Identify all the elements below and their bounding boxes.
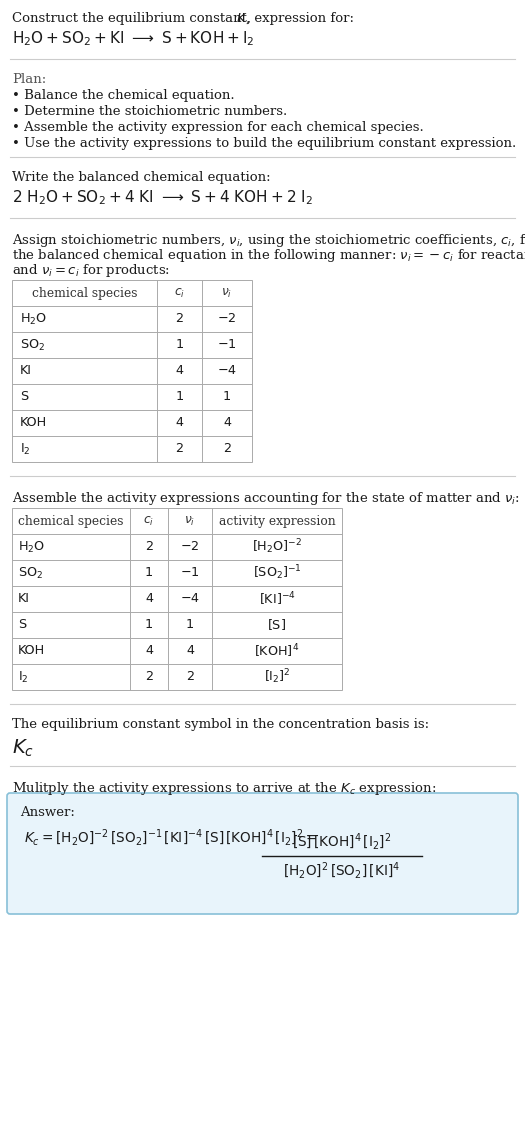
Text: 2: 2 [145,540,153,554]
Text: The equilibrium constant symbol in the concentration basis is:: The equilibrium constant symbol in the c… [12,718,429,731]
Text: 1: 1 [223,391,231,403]
Text: the balanced chemical equation in the following manner: $\nu_i = -c_i$ for react: the balanced chemical equation in the fo… [12,247,525,264]
Text: Construct the equilibrium constant,: Construct the equilibrium constant, [12,12,255,25]
Text: KI: KI [20,365,32,377]
Text: • Assemble the activity expression for each chemical species.: • Assemble the activity expression for e… [12,121,424,134]
Text: $\mathrm{SO_2}$: $\mathrm{SO_2}$ [20,337,45,352]
Text: $K_c = [\mathrm{H_2O}]^{-2}\,[\mathrm{SO_2}]^{-1}\,[\mathrm{KI}]^{-4}\,[\mathrm{: $K_c = [\mathrm{H_2O}]^{-2}\,[\mathrm{SO… [24,827,318,848]
FancyBboxPatch shape [7,794,518,914]
Text: 4: 4 [145,644,153,658]
Text: $[\mathrm{H_2O}]^{-2}$: $[\mathrm{H_2O}]^{-2}$ [252,538,302,556]
Text: 1: 1 [145,566,153,580]
Text: , expression for:: , expression for: [246,12,354,25]
Text: $-4$: $-4$ [180,592,200,606]
Text: $c_i$: $c_i$ [174,286,185,300]
Text: KOH: KOH [20,417,47,429]
Text: $\nu_i$: $\nu_i$ [222,286,233,300]
Text: 2: 2 [145,670,153,684]
Text: $[\mathrm{I_2}]^2$: $[\mathrm{I_2}]^2$ [264,668,290,686]
Text: $\mathrm{SO_2}$: $\mathrm{SO_2}$ [18,566,43,581]
Bar [12,508,342,691]
Text: 2: 2 [186,670,194,684]
Text: $-2$: $-2$ [180,540,200,554]
Text: $-4$: $-4$ [217,365,237,377]
Text: 1: 1 [186,618,194,632]
Text: 4: 4 [145,592,153,606]
Text: • Balance the chemical equation.: • Balance the chemical equation. [12,89,235,102]
Text: S: S [20,391,28,403]
Text: $[\mathrm{S}]\,[\mathrm{KOH}]^4\,[\mathrm{I_2}]^2$: $[\mathrm{S}]\,[\mathrm{KOH}]^4\,[\mathr… [292,832,392,852]
Text: 4: 4 [186,644,194,658]
Text: $[\mathrm{H_2O}]^2\,[\mathrm{SO_2}]\,[\mathrm{KI}]^4$: $[\mathrm{H_2O}]^2\,[\mathrm{SO_2}]\,[\m… [284,860,401,881]
Text: $\nu_i$: $\nu_i$ [184,514,196,528]
Text: $-1$: $-1$ [217,338,237,352]
Text: $[\mathrm{S}]$: $[\mathrm{S}]$ [268,618,287,633]
Text: $\mathrm{I_2}$: $\mathrm{I_2}$ [20,441,30,456]
Text: $[\mathrm{KI}]^{-4}$: $[\mathrm{KI}]^{-4}$ [259,590,296,608]
Text: 2: 2 [223,443,231,455]
Bar [12,280,252,462]
Text: • Use the activity expressions to build the equilibrium constant expression.: • Use the activity expressions to build … [12,137,516,151]
Text: and $\nu_i = c_i$ for products:: and $\nu_i = c_i$ for products: [12,261,170,278]
Text: $\mathrm{H_2O}$: $\mathrm{H_2O}$ [18,540,45,555]
Text: $\mathrm{H_2O}$: $\mathrm{H_2O}$ [20,311,47,326]
Text: 4: 4 [175,365,184,377]
Text: $-1$: $-1$ [180,566,200,580]
Text: 2: 2 [175,312,184,326]
Text: Assemble the activity expressions accounting for the state of matter and $\nu_i$: Assemble the activity expressions accoun… [12,490,520,507]
Text: $\mathrm{H_2O + SO_2 + KI\ \longrightarrow\ S + KOH + I_2}$: $\mathrm{H_2O + SO_2 + KI\ \longrightarr… [12,29,255,48]
Text: 4: 4 [175,417,184,429]
Text: chemical species: chemical species [18,515,124,528]
Text: KI: KI [18,592,30,606]
Text: $\mathrm{2\ H_2O + SO_2 + 4\ KI\ \longrightarrow\ S + 4\ KOH + 2\ I_2}$: $\mathrm{2\ H_2O + SO_2 + 4\ KI\ \longri… [12,188,313,207]
Text: 1: 1 [175,338,184,352]
Text: $K$: $K$ [236,12,248,25]
Text: Assign stoichiometric numbers, $\nu_i$, using the stoichiometric coefficients, $: Assign stoichiometric numbers, $\nu_i$, … [12,232,525,249]
Text: Plan:: Plan: [12,72,46,86]
Text: activity expression: activity expression [218,515,335,528]
Text: $[\mathrm{KOH}]^4$: $[\mathrm{KOH}]^4$ [255,642,300,660]
Text: 2: 2 [175,443,184,455]
Text: 4: 4 [223,417,231,429]
Text: Answer:: Answer: [20,806,75,818]
Text: $[\mathrm{SO_2}]^{-1}$: $[\mathrm{SO_2}]^{-1}$ [253,564,301,582]
Text: Mulitply the activity expressions to arrive at the $K_c$ expression:: Mulitply the activity expressions to arr… [12,780,436,797]
Text: $c_i$: $c_i$ [143,514,154,528]
Text: 1: 1 [175,391,184,403]
Text: $-2$: $-2$ [217,312,237,326]
Text: KOH: KOH [18,644,45,658]
Text: • Determine the stoichiometric numbers.: • Determine the stoichiometric numbers. [12,105,287,118]
Text: S: S [18,618,26,632]
Text: 1: 1 [145,618,153,632]
Text: $K_c$: $K_c$ [12,738,34,760]
Text: chemical species: chemical species [32,286,137,300]
Text: $\mathrm{I_2}$: $\mathrm{I_2}$ [18,669,29,685]
Text: Write the balanced chemical equation:: Write the balanced chemical equation: [12,171,270,185]
